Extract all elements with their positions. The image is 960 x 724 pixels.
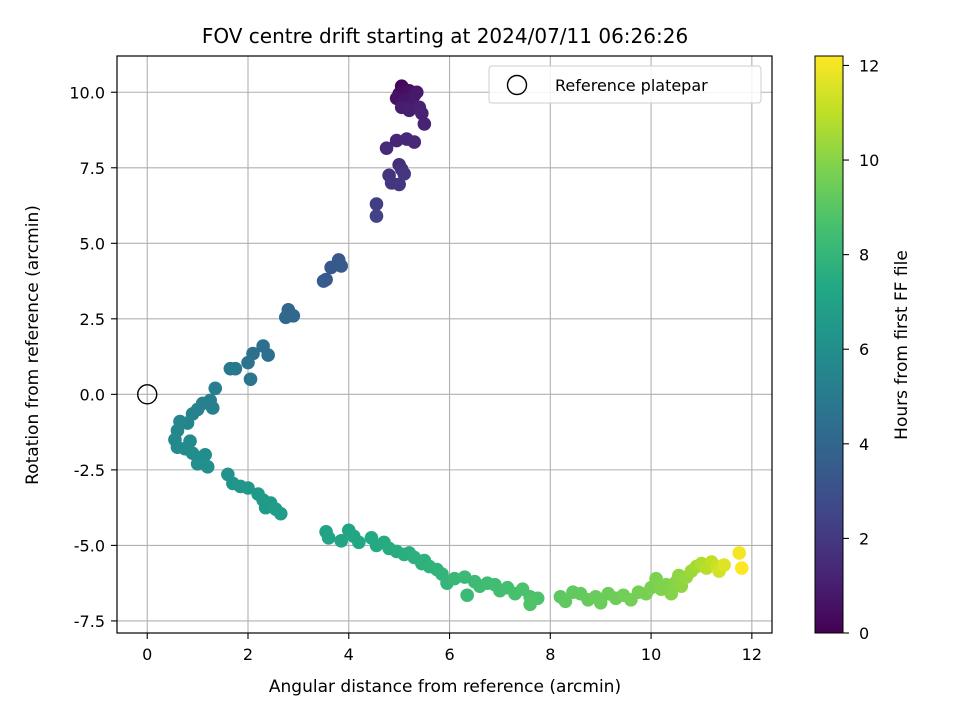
x-tick-label: 12 [742, 645, 762, 664]
data-point [664, 586, 679, 601]
data-point [278, 310, 293, 325]
x-tick-label: 10 [641, 645, 661, 664]
data-point [261, 348, 275, 362]
data-point [241, 481, 255, 495]
legend-box [488, 65, 762, 104]
data-point [316, 274, 331, 288]
x-tick-label: 0 [142, 645, 152, 664]
data-point [200, 460, 215, 474]
data-point [208, 381, 223, 396]
data-point [558, 594, 573, 609]
colorbar-tick-label: 8 [859, 246, 869, 265]
y-tick-label: -7.5 [74, 612, 105, 631]
colorbar-ticks: 0 2 4 6 8 10 12 [843, 56, 879, 643]
colorbar-tick-label: 6 [859, 340, 869, 359]
data-point [243, 372, 258, 387]
data-point [409, 85, 424, 100]
y-tick-label: 7.5 [80, 159, 105, 178]
data-point [369, 209, 384, 223]
chart-title: FOV centre drift starting at 2024/07/11 … [202, 24, 688, 48]
y-tick-label: 2.5 [80, 310, 105, 329]
data-point [241, 355, 255, 370]
colorbar-tick-label: 2 [859, 529, 869, 548]
data-point [183, 434, 197, 448]
x-tick-label: 6 [444, 645, 454, 664]
data-point [379, 141, 394, 155]
data-point [417, 117, 432, 131]
colorbar-tick-label: 4 [859, 435, 869, 454]
colorbar-tick-label: 10 [859, 151, 879, 170]
data-point [734, 561, 749, 575]
data-point [407, 135, 422, 149]
data-point [334, 534, 349, 548]
reference-marker [137, 384, 158, 405]
legend-marker-icon [506, 74, 528, 96]
x-axis-label: Angular distance from reference (arcmin) [269, 677, 621, 697]
y-tick-label: -5.0 [74, 536, 105, 555]
data-point [397, 167, 411, 181]
reference-point-marker [137, 384, 158, 405]
y-tick-label: 5.0 [80, 234, 105, 253]
y-axis-ticks: -7.5 -5.0 -2.5 0.0 2.5 5.0 7.5 10.0 [69, 83, 117, 631]
data-point [389, 133, 404, 148]
x-tick-label: 2 [243, 645, 253, 664]
data-point [273, 506, 288, 521]
data-point [392, 177, 406, 192]
y-axis-label: Rotation from reference (arcmin) [23, 205, 43, 485]
data-point [717, 558, 731, 572]
y-tick-label: 10.0 [69, 83, 105, 102]
colorbar-tick-label: 0 [859, 624, 869, 643]
colorbar-tick-label: 12 [859, 56, 879, 75]
data-point [352, 535, 366, 550]
data-point [334, 259, 349, 273]
x-tick-label: 8 [545, 645, 555, 664]
grid [117, 56, 772, 633]
y-tick-label: -2.5 [74, 461, 105, 480]
legend-entry: Reference platepar [555, 76, 708, 95]
y-tick-label: 0.0 [80, 385, 105, 404]
data-point [732, 546, 747, 560]
data-point [523, 597, 537, 612]
data-point [415, 106, 429, 121]
x-tick-label: 4 [344, 645, 354, 664]
data-point [649, 571, 663, 586]
data-point [369, 197, 384, 211]
legend: Reference platepar [488, 65, 762, 104]
data-point [460, 588, 474, 603]
x-axis-ticks: 0 2 4 6 8 10 12 [142, 633, 762, 664]
data-point [593, 595, 608, 610]
data-point [321, 531, 336, 545]
data-points [168, 79, 749, 612]
colorbar-label: Hours from first FF file [892, 250, 912, 440]
data-point [198, 447, 212, 462]
colorbar [814, 55, 844, 634]
plot-frame [116, 55, 773, 634]
data-point [223, 361, 238, 376]
data-point [447, 571, 462, 586]
